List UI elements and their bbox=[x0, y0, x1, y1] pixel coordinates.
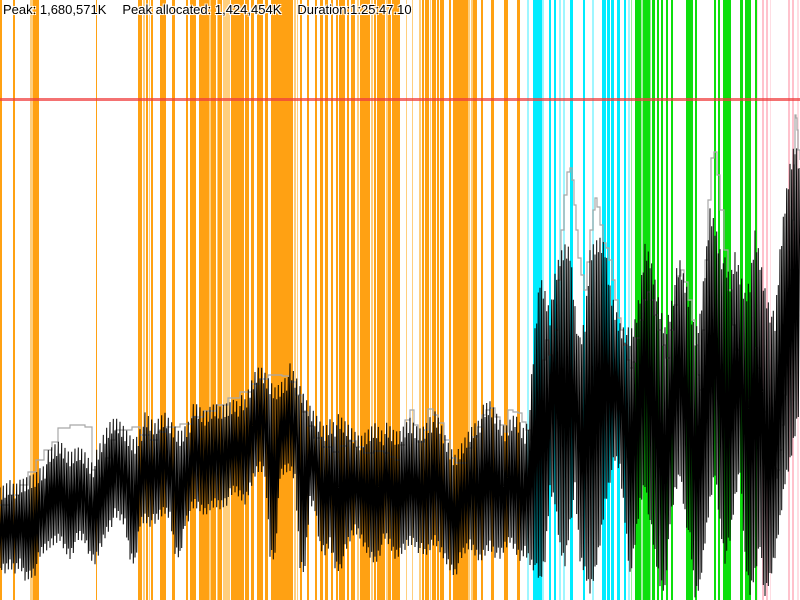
gc-event-bar bbox=[419, 0, 421, 600]
gc-event-bar bbox=[671, 0, 673, 600]
gc-event-bar bbox=[437, 0, 439, 600]
peak-stat: Peak: 1,680,571K bbox=[3, 2, 107, 17]
gc-event-bar bbox=[0, 0, 2, 600]
gc-event-bar bbox=[766, 0, 768, 600]
gc-event-bar bbox=[297, 0, 298, 600]
gc-event-bar bbox=[481, 0, 483, 600]
gc-event-bar bbox=[628, 0, 630, 600]
gc-event-bar bbox=[491, 0, 494, 600]
gc-event-bar bbox=[33, 0, 39, 600]
gc-event-bar bbox=[199, 0, 209, 600]
gc-event-bar bbox=[96, 0, 97, 600]
gc-event-bar bbox=[666, 0, 668, 600]
gc-event-bar bbox=[422, 0, 424, 600]
gc-event-bar bbox=[357, 0, 359, 600]
gc-event-bar bbox=[432, 0, 436, 600]
gc-event-bar bbox=[257, 0, 263, 600]
gc-event-bar bbox=[160, 0, 166, 600]
gc-event-bar bbox=[300, 0, 302, 600]
gc-event-bar bbox=[661, 0, 663, 600]
peak-threshold-line bbox=[0, 98, 800, 101]
gc-event-bar bbox=[430, 0, 431, 600]
gc-event-bar bbox=[468, 0, 470, 600]
duration-stat: Duration:1:25:47.10 bbox=[297, 2, 412, 17]
used-memory-line bbox=[0, 148, 800, 598]
gc-event-bar bbox=[533, 0, 542, 600]
gc-event-bar bbox=[190, 0, 196, 600]
gc-event-bar bbox=[517, 0, 520, 600]
gc-event-bar bbox=[209, 0, 211, 600]
gc-event-bar bbox=[757, 0, 758, 600]
gc-event-bar bbox=[473, 0, 477, 600]
gc-event-bar bbox=[425, 0, 429, 600]
gc-event-bar bbox=[325, 0, 328, 600]
gc-event-bar bbox=[331, 0, 333, 600]
gc-event-bar bbox=[186, 0, 188, 600]
peak-allocated-stat: Peak allocated: 1,424,454K bbox=[122, 2, 282, 17]
gc-event-bar bbox=[315, 0, 317, 600]
gc-event-bar bbox=[336, 0, 338, 600]
gc-event-bar bbox=[504, 0, 508, 600]
gc-event-bar bbox=[265, 0, 268, 600]
gc-event-bar bbox=[251, 0, 254, 600]
gc-event-bar bbox=[351, 0, 355, 600]
gc-event-bar bbox=[770, 0, 771, 600]
gc-event-bar bbox=[217, 0, 218, 600]
gc-event-bar bbox=[635, 0, 641, 600]
gc-event-bar bbox=[453, 0, 468, 600]
gc-event-bar bbox=[320, 0, 323, 600]
gc-event-bar bbox=[231, 0, 244, 600]
gc-event-bar bbox=[374, 0, 376, 600]
gc-event-bar bbox=[13, 0, 15, 600]
gc-event-bar bbox=[360, 0, 370, 600]
gc-event-bar bbox=[549, 0, 551, 600]
gc-event-bar bbox=[388, 0, 391, 600]
gc-event-bar bbox=[449, 0, 451, 600]
gc-event-bar bbox=[146, 0, 148, 600]
gc-event-bar bbox=[138, 0, 142, 600]
gc-event-bar bbox=[151, 0, 153, 600]
gc-event-bar bbox=[718, 0, 720, 600]
gc-event-bar bbox=[211, 0, 216, 600]
gc-event-bar bbox=[371, 0, 373, 600]
gc-event-bar bbox=[30, 0, 33, 600]
gc-event-bar bbox=[218, 0, 222, 600]
gc-event-bar bbox=[527, 0, 529, 600]
gc-event-bar bbox=[149, 0, 150, 600]
gc-event-bar bbox=[377, 0, 385, 600]
gc-event-bar bbox=[143, 0, 145, 600]
gc-event-bar bbox=[471, 0, 473, 600]
gc-event-bar bbox=[631, 0, 632, 600]
gc-event-bar bbox=[602, 0, 606, 600]
gc-event-bar bbox=[406, 0, 407, 600]
stats-bar: Peak: 1,680,571K Peak allocated: 1,424,45… bbox=[3, 2, 428, 18]
gc-event-bar bbox=[624, 0, 626, 600]
gc-event-bar bbox=[583, 0, 585, 600]
gc-event-bar bbox=[386, 0, 388, 600]
gc-event-bar bbox=[347, 0, 349, 600]
gc-event-bar bbox=[223, 0, 230, 600]
gc-event-bar bbox=[412, 0, 413, 600]
gc-event-bar bbox=[695, 0, 697, 600]
gc-event-bar bbox=[392, 0, 400, 600]
gc-event-bar bbox=[245, 0, 249, 600]
gc-event-bar bbox=[294, 0, 296, 600]
gc-event-bar bbox=[172, 0, 175, 600]
gc-event-bar bbox=[440, 0, 444, 600]
gc-event-bar bbox=[339, 0, 345, 600]
gc-event-bar bbox=[611, 0, 614, 600]
gc-event-bar bbox=[307, 0, 309, 600]
gc-event-bar bbox=[271, 0, 293, 600]
gc-event-bar bbox=[563, 0, 565, 600]
